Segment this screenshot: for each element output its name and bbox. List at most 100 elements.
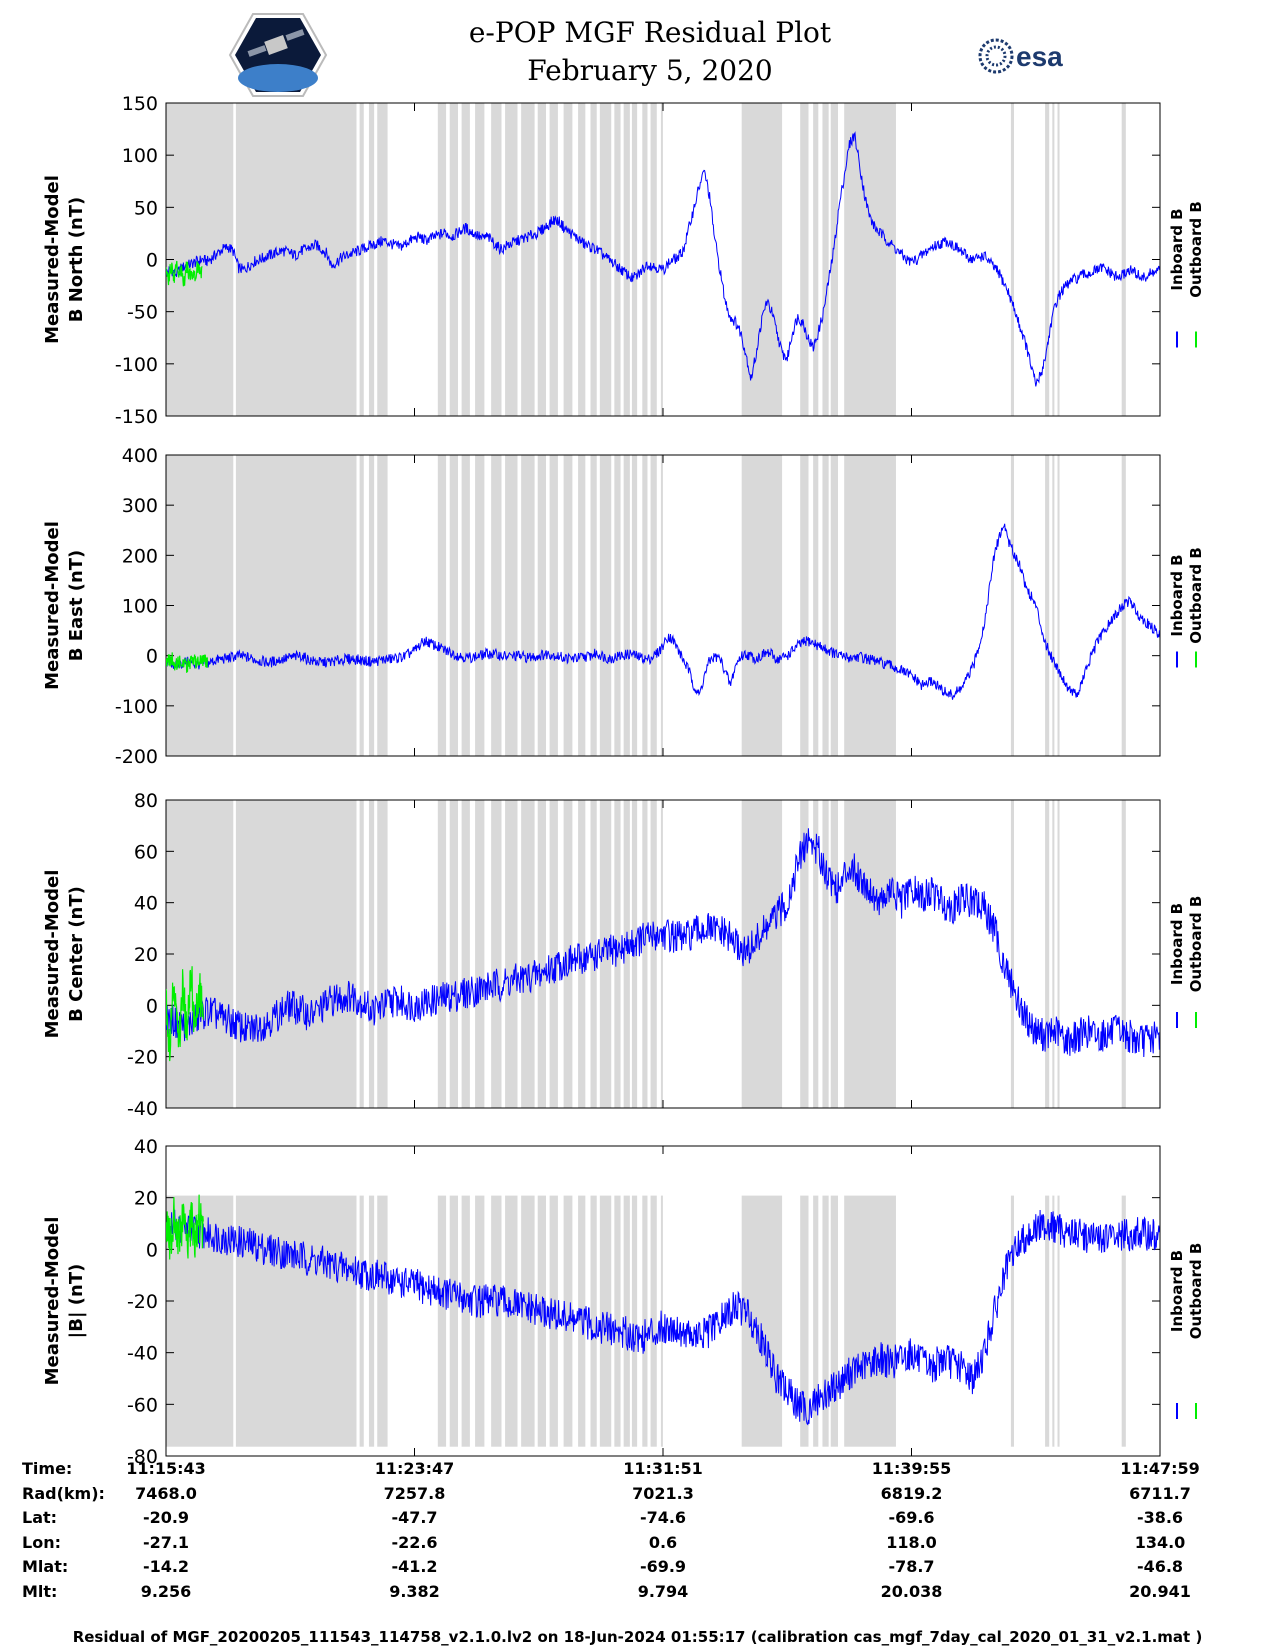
cell-time: 11:23:47 (374, 1459, 455, 1478)
cell-rad: 6711.7 (1129, 1484, 1191, 1503)
eclipse-band (537, 1195, 546, 1447)
eclipse-band (437, 103, 447, 416)
eclipse-band (1052, 103, 1055, 416)
series-inboard (166, 523, 1160, 700)
eclipse-band (461, 455, 470, 756)
cell-mlt: 20.941 (1129, 1582, 1191, 1601)
y-tick-label: -40 (127, 1343, 158, 1365)
eclipse-band (359, 1195, 364, 1447)
y-tick-label: 0 (146, 995, 158, 1017)
legend-inboard: Inboard B (1168, 208, 1186, 290)
eclipse-band (830, 103, 838, 416)
y-tick-label: 0 (146, 646, 158, 668)
cell-lat: -47.7 (391, 1508, 438, 1527)
y-tick-label: 40 (134, 1136, 158, 1158)
y-tick-label: -20 (127, 1291, 158, 1313)
eclipse-band (166, 800, 234, 1108)
eclipse-band (235, 455, 357, 756)
series-inboard (166, 1209, 1160, 1426)
eclipse-band (614, 1195, 621, 1447)
eclipse-band (521, 103, 535, 416)
cell-mlt: 20.038 (880, 1582, 943, 1601)
eclipse-band (449, 1195, 458, 1447)
eclipse-band (563, 800, 573, 1108)
eclipse-band (800, 1195, 809, 1447)
y-tick-label: 50 (134, 197, 158, 219)
esa-logo-text: esa (1016, 41, 1063, 72)
eclipse-band (437, 800, 447, 1108)
y-tick-label: 100 (122, 145, 158, 167)
eclipse-band (537, 800, 546, 1108)
eclipse-band (449, 455, 458, 756)
cassiope-logo (228, 13, 328, 97)
eclipse-band (650, 800, 657, 1108)
eclipse-band (1045, 1195, 1050, 1447)
legend-inboard: Inboard B (1168, 903, 1186, 985)
row-label: Time: (22, 1459, 73, 1478)
y-tick-label: 20 (134, 944, 158, 966)
y-tick-label: 0 (146, 1239, 158, 1261)
eclipse-band (505, 1195, 518, 1447)
row-label: Lat: (22, 1508, 58, 1527)
y-tick-label: 0 (146, 250, 158, 272)
cell-lon: -27.1 (142, 1533, 190, 1552)
eclipse-band (844, 800, 896, 1108)
eclipse-band (1052, 1195, 1055, 1447)
eclipse-band (800, 455, 809, 756)
eclipse-band (1057, 1195, 1060, 1447)
y-tick-label: -200 (115, 746, 158, 768)
eclipse-band (813, 1195, 819, 1447)
y-axis-label: Measured-Model (42, 1217, 63, 1386)
cell-lon: -22.6 (391, 1533, 438, 1552)
eclipse-band (642, 103, 648, 416)
eclipse-band (800, 800, 809, 1108)
eclipse-band (505, 800, 518, 1108)
cell-mlat: -78.7 (888, 1557, 935, 1576)
eclipse-band (830, 455, 838, 756)
y-tick-label: -150 (115, 406, 158, 428)
eclipse-band (491, 103, 502, 416)
eclipse-band (1121, 103, 1126, 416)
legend-outboard: Outboard B (1187, 547, 1205, 644)
cell-rad: 7468.0 (135, 1484, 197, 1503)
cell-mlat: -41.2 (391, 1557, 438, 1576)
eclipse-band (1121, 1195, 1126, 1447)
cell-time: 11:15:43 (126, 1459, 206, 1478)
eclipse-band (377, 800, 388, 1108)
eclipse-band (578, 455, 586, 756)
chart-subtitle: February 5, 2020 (527, 54, 773, 87)
eclipse-band (578, 800, 586, 1108)
eclipse-band (461, 1195, 470, 1447)
cell-mlat: -69.9 (639, 1557, 687, 1576)
eclipse-band (590, 103, 597, 416)
eclipse-band (521, 455, 535, 756)
eclipse-band (599, 103, 612, 416)
panel-4: 40 20 0 -20 -40 -60 -80 Measured-Model |B| (nT) I… (42, 1136, 1205, 1468)
footer-text: Residual of MGF_20200205_111543_114758_v… (72, 1628, 1203, 1646)
cell-lat: -74.6 (639, 1508, 687, 1527)
eclipse-band (590, 800, 597, 1108)
cell-lat: -38.6 (1136, 1508, 1184, 1527)
eclipse-band (521, 1195, 535, 1447)
eclipse-band (359, 800, 364, 1108)
cell-time: 11:31:51 (623, 1459, 703, 1478)
eclipse-band (642, 800, 648, 1108)
cell-lon: 0.6 (648, 1533, 678, 1552)
cell-mlt: 9.382 (389, 1582, 440, 1601)
eclipse-band (377, 1195, 388, 1447)
y-tick-label: -40 (127, 1098, 158, 1120)
eclipse-band (368, 103, 375, 416)
eclipse-band (590, 455, 597, 756)
eclipse-band (368, 455, 375, 756)
y-tick-label: -100 (115, 354, 158, 376)
eclipse-band (650, 103, 657, 416)
eclipse-band (813, 800, 819, 1108)
eclipse-band (1010, 1195, 1015, 1447)
eclipse-band (461, 103, 470, 416)
eclipse-band (1045, 800, 1050, 1108)
y-axis-label: B North (nT) (66, 197, 87, 323)
y-tick-label: 80 (134, 790, 158, 812)
eclipse-band (359, 455, 364, 756)
eclipse-band (822, 800, 829, 1108)
